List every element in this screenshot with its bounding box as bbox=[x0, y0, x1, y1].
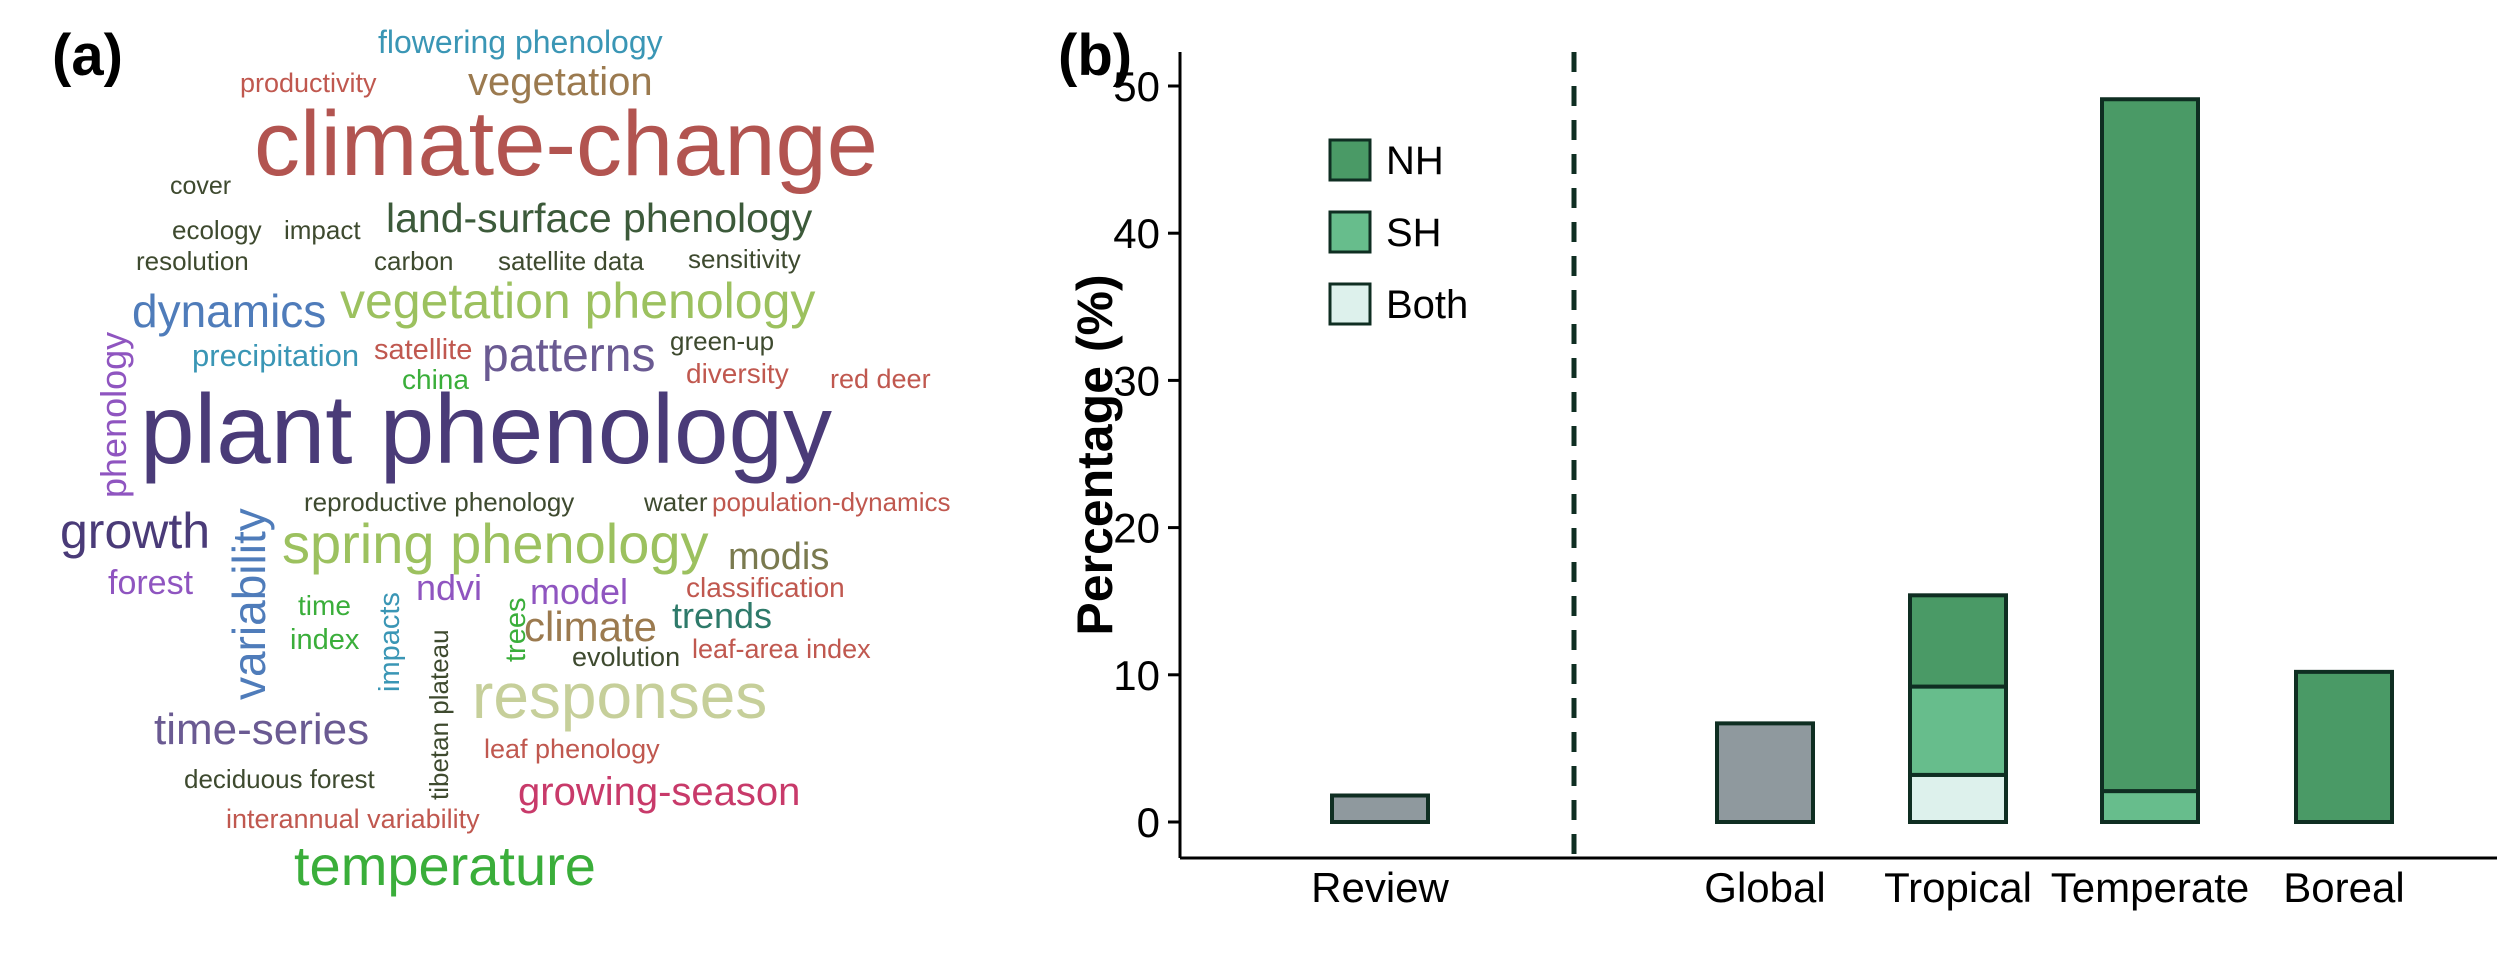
y-tick-label: 10 bbox=[1113, 652, 1160, 699]
y-tick-label: 30 bbox=[1113, 357, 1160, 404]
y-tick-label: 50 bbox=[1113, 63, 1160, 110]
cloud-word: precipitation bbox=[192, 338, 360, 373]
cloud-word: china bbox=[402, 364, 469, 395]
bar-segment bbox=[1330, 793, 1430, 825]
y-tick-label: 0 bbox=[1137, 799, 1160, 846]
bar-segment bbox=[1715, 721, 1815, 824]
cloud-word: plant phenology bbox=[140, 374, 833, 484]
legend-swatch bbox=[1328, 282, 1372, 326]
cloud-word: carbon bbox=[374, 246, 454, 276]
cloud-word: trends bbox=[672, 595, 773, 636]
cloud-word: population-dynamics bbox=[712, 487, 951, 517]
cloud-word: time bbox=[298, 590, 351, 621]
cloud-word: ecology bbox=[172, 215, 262, 245]
cloud-word: index bbox=[290, 624, 360, 656]
legend-swatch bbox=[1328, 138, 1372, 182]
x-tick-label: Boreal bbox=[2283, 864, 2404, 911]
cloud-word: modis bbox=[728, 536, 830, 578]
cloud-word: green-up bbox=[670, 326, 775, 356]
cloud-word: model bbox=[530, 571, 629, 612]
cloud-word: diversity bbox=[686, 358, 789, 389]
cloud-word: water bbox=[644, 487, 708, 517]
cloud-word: satellite bbox=[374, 334, 473, 366]
cloud-word: ndvi bbox=[416, 567, 483, 608]
x-tick-label: Global bbox=[1704, 864, 1825, 911]
cloud-word: flowering phenology bbox=[378, 24, 663, 60]
x-tick-label: Tropical bbox=[1884, 864, 2032, 911]
cloud-word: sensitivity bbox=[688, 244, 801, 274]
bar-segment bbox=[2294, 669, 2394, 825]
cloud-word: forest bbox=[108, 564, 194, 602]
cloud-word: cover bbox=[170, 172, 232, 200]
cloud-word: growth bbox=[60, 503, 211, 559]
cloud-word: resolution bbox=[136, 246, 249, 276]
legend-label: Both bbox=[1386, 283, 1468, 327]
cloud-word: leaf-area index bbox=[692, 634, 871, 664]
cloud-word: land-surface phenology bbox=[386, 195, 813, 241]
cloud-word: growing-season bbox=[518, 770, 801, 814]
bar-segment bbox=[1908, 593, 2008, 689]
cloud-word: red deer bbox=[830, 364, 931, 394]
y-tick-label: 40 bbox=[1113, 210, 1160, 257]
cloud-word: time-series bbox=[154, 705, 370, 754]
bar-segment bbox=[1908, 684, 2008, 777]
cloud-word: temperature bbox=[294, 834, 596, 897]
cloud-word: interannual variability bbox=[226, 804, 480, 834]
cloud-word: dynamics bbox=[132, 285, 327, 337]
legend-swatch bbox=[1328, 210, 1372, 254]
cloud-word: climate-change bbox=[254, 93, 878, 195]
cloud-word: vegetation phenology bbox=[340, 273, 816, 329]
bar-segment bbox=[2100, 789, 2200, 825]
y-axis-label: Percentage (%) bbox=[1067, 274, 1123, 635]
cloud-word: vegetation bbox=[468, 60, 653, 104]
x-tick-label: Temperate bbox=[2051, 864, 2249, 911]
y-tick-label: 20 bbox=[1113, 505, 1160, 552]
cloud-word: responses bbox=[472, 660, 768, 732]
panel-label-b: (b) bbox=[1058, 23, 1133, 88]
cloud-word: patterns bbox=[482, 329, 656, 382]
cloud-word: spring phenology bbox=[282, 512, 709, 575]
word-cloud: flowering phenology productivity vegetatio… bbox=[0, 0, 1040, 956]
cloud-word: satellite data bbox=[498, 246, 644, 276]
cloud-word: classification bbox=[686, 572, 845, 603]
cloud-word: reproductive phenology bbox=[304, 487, 575, 517]
bar-segment bbox=[2100, 97, 2200, 794]
cloud-word: leaf phenology bbox=[484, 734, 660, 764]
cloud-word: climate bbox=[524, 603, 658, 650]
cloud-word: productivity bbox=[240, 68, 377, 98]
legend-label: NH bbox=[1386, 139, 1444, 183]
panel-label-a: (a) bbox=[52, 23, 123, 88]
bar-segment bbox=[1908, 772, 2008, 824]
cloud-word: evolution bbox=[572, 642, 681, 672]
cloud-word: impact bbox=[284, 215, 361, 245]
cloud-word: deciduous forest bbox=[184, 764, 375, 794]
x-tick-label: Review bbox=[1311, 864, 1449, 911]
legend-label: SH bbox=[1386, 211, 1442, 255]
